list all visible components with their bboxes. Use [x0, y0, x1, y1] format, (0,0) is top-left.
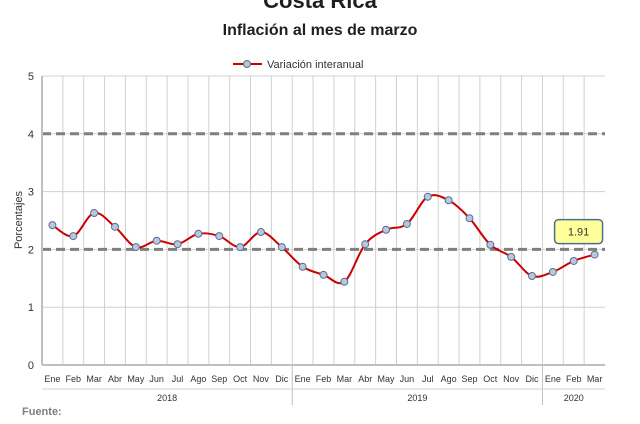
x-tick-label: Feb: [66, 374, 82, 384]
x-tick-label: Dic: [275, 374, 288, 384]
source-label: Fuente:: [22, 406, 62, 418]
data-point: [444, 196, 453, 205]
x-tick-label: May: [378, 374, 396, 384]
data-point: [590, 250, 599, 259]
chart-title: Costa Rica: [263, 0, 377, 13]
data-point: [319, 270, 328, 279]
data-point: [340, 277, 349, 286]
y-tick-label: 3: [28, 187, 34, 199]
year-label: 2018: [157, 393, 177, 403]
value-callout: 1.91: [568, 227, 589, 239]
legend-label: Variación interanual: [267, 59, 363, 71]
x-tick-label: Oct: [233, 374, 248, 384]
series-line: [51, 194, 595, 285]
data-point: [110, 222, 119, 231]
x-tick-label: Ene: [44, 374, 60, 384]
x-tick-label: Feb: [566, 374, 582, 384]
data-point: [69, 232, 78, 241]
y-tick-label: 0: [28, 360, 34, 372]
data-point: [402, 219, 411, 228]
x-tick-label: Mar: [86, 374, 102, 384]
data-point: [194, 229, 203, 238]
x-tick-label: Ago: [441, 374, 457, 384]
data-point: [152, 236, 161, 245]
value-callout-box: [553, 218, 604, 245]
year-label: 2020: [564, 393, 584, 403]
data-point: [256, 228, 265, 237]
data-point: [507, 252, 516, 261]
data-point: [131, 243, 140, 252]
x-tick-label: Abr: [108, 374, 122, 384]
data-point: [569, 256, 578, 265]
data-point: [528, 271, 537, 280]
data-point: [48, 221, 57, 230]
y-tick-label: 2: [28, 244, 34, 256]
year-label: 2019: [407, 393, 427, 403]
x-tick-label: Ene: [545, 374, 561, 384]
data-point: [423, 192, 432, 201]
data-point: [277, 243, 286, 252]
x-tick-label: Abr: [358, 374, 372, 384]
y-tick-label: 4: [28, 129, 34, 141]
data-point: [548, 267, 557, 276]
x-tick-label: Jun: [149, 374, 164, 384]
y-tick-label: 1: [28, 302, 34, 314]
x-tick-label: Ene: [295, 374, 311, 384]
data-point: [486, 240, 495, 249]
data-point: [382, 225, 391, 234]
x-tick-label: Nov: [503, 374, 520, 384]
legend-marker: [243, 60, 251, 68]
data-point: [215, 232, 224, 241]
x-tick-label: Dic: [526, 374, 539, 384]
x-tick-label: Jul: [422, 374, 434, 384]
x-tick-label: Nov: [253, 374, 270, 384]
data-point: [298, 262, 307, 271]
x-tick-label: Ago: [190, 374, 206, 384]
y-tick-label: 5: [28, 71, 34, 83]
x-tick-label: Mar: [337, 374, 353, 384]
data-point: [173, 240, 182, 249]
data-point: [90, 208, 99, 217]
data-point: [361, 240, 370, 249]
x-tick-label: Sep: [461, 374, 477, 384]
x-tick-label: Feb: [316, 374, 332, 384]
data-point: [465, 214, 474, 223]
x-tick-label: Sep: [211, 374, 227, 384]
x-tick-label: Mar: [587, 374, 603, 384]
x-tick-label: May: [127, 374, 145, 384]
chart-subtitle: Inflación al mes de marzo: [222, 22, 418, 39]
data-point: [236, 243, 245, 252]
x-tick-label: Oct: [483, 374, 498, 384]
x-tick-label: Jun: [400, 374, 415, 384]
y-axis-label: Porcentajes: [13, 190, 25, 249]
x-tick-label: Jul: [172, 374, 184, 384]
